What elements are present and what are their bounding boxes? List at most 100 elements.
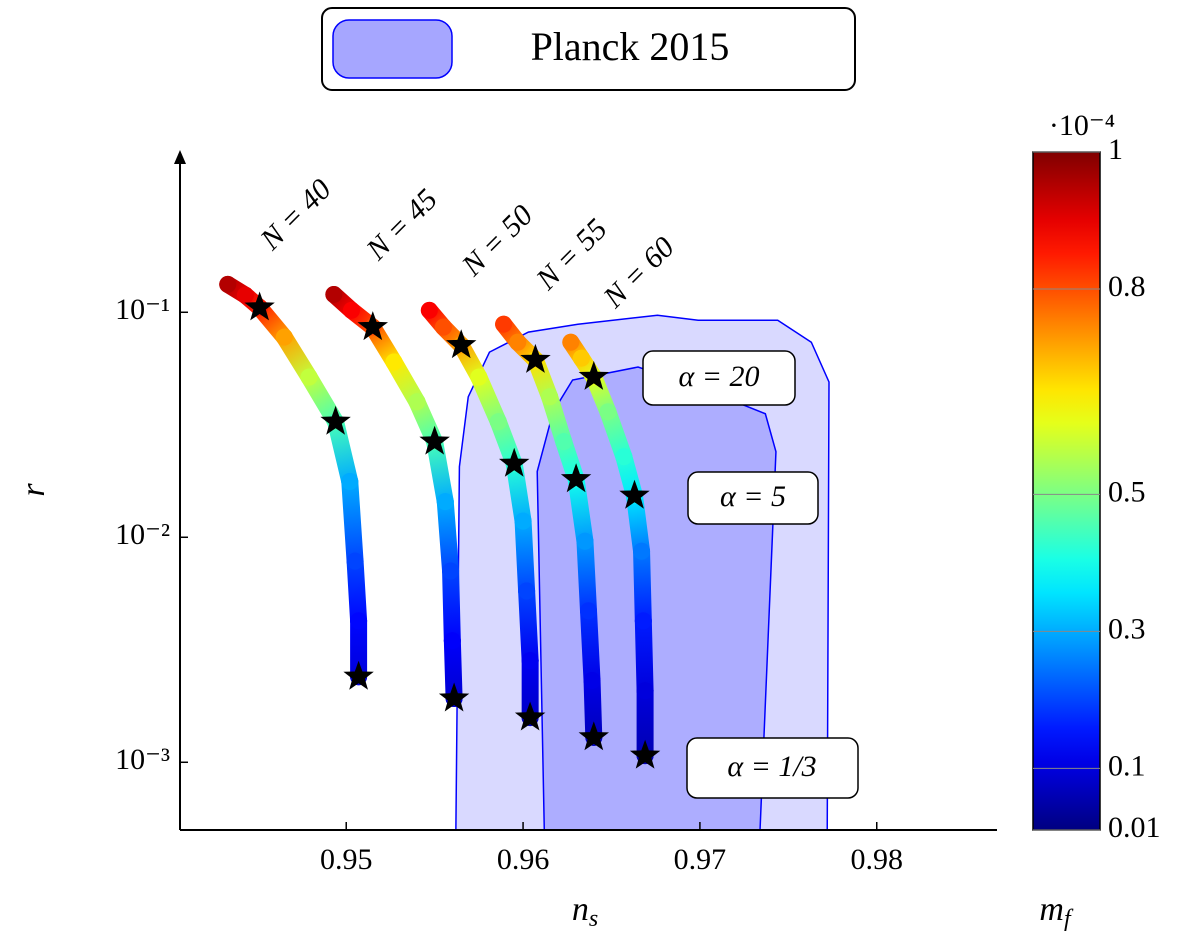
- curve-segment: [580, 602, 601, 689]
- colorbar-tick-label: 0.8: [1108, 270, 1146, 303]
- curve-segment: [341, 472, 364, 570]
- axes: [174, 150, 997, 831]
- y-tick-label: 10⁻³: [115, 743, 170, 776]
- curve-point: [434, 318, 452, 336]
- curve-point: [300, 368, 318, 386]
- star-marker: [320, 405, 351, 435]
- y-axis-arrow: [174, 150, 186, 164]
- colorbar-label-sub: f: [1064, 906, 1074, 932]
- colorbar-multiplier: ·10⁻⁴: [1049, 109, 1115, 142]
- x-tick-label: 0.96: [497, 843, 550, 876]
- curve-point: [599, 403, 617, 421]
- curve-point: [325, 285, 343, 303]
- curve-point: [350, 612, 368, 630]
- x-axis-label: ns: [572, 891, 598, 932]
- curve-point: [615, 448, 633, 466]
- curve-point: [219, 275, 237, 293]
- curve-point: [572, 349, 590, 367]
- curve-label: N = 45: [359, 183, 443, 267]
- star-marker: [619, 479, 650, 509]
- colorbar: [1032, 151, 1101, 831]
- curve-label: N = 60: [596, 231, 680, 315]
- colorbar-tick-label: 0.1: [1108, 749, 1146, 782]
- star-marker: [578, 721, 609, 751]
- curve-segment: [633, 542, 652, 630]
- curve-segment: [300, 368, 345, 431]
- curve-point: [514, 512, 532, 530]
- curve-point: [408, 393, 426, 411]
- colorbar-label-base: m: [1039, 891, 1064, 928]
- legend-box: [321, 7, 856, 91]
- colorbar-label: mf: [1039, 891, 1074, 932]
- colorbar-tick-label: 1: [1108, 133, 1123, 166]
- x-tick-label: 0.97: [674, 843, 727, 876]
- curve-segment: [518, 582, 539, 670]
- star-marker: [343, 660, 374, 690]
- annotation-box: [686, 737, 859, 799]
- curve-point: [509, 333, 527, 351]
- curve-segment: [567, 470, 594, 550]
- curve-point: [633, 542, 651, 560]
- curve-label: N = 40: [253, 173, 337, 257]
- curve-point: [236, 286, 254, 304]
- annotation-box: [687, 471, 819, 525]
- curve-point: [634, 612, 652, 630]
- curve-segment: [426, 433, 454, 511]
- curve-segment: [327, 413, 359, 490]
- curve-point: [562, 333, 580, 351]
- curve-point: [521, 652, 539, 670]
- curve-point: [495, 315, 513, 333]
- legend-swatch: [332, 19, 453, 79]
- x-tick-label: 0.95: [320, 843, 373, 876]
- y-tick-label: 10⁻¹: [115, 293, 170, 326]
- y-axis-label: r: [15, 483, 52, 497]
- star-marker: [446, 329, 477, 359]
- curve-point: [343, 301, 361, 319]
- curve-segment: [346, 552, 368, 630]
- colorbar-tick-label: 0.01: [1108, 811, 1161, 844]
- curve-point: [346, 552, 364, 570]
- x-tick-label: 0.98: [850, 843, 903, 876]
- curve-point: [470, 368, 488, 386]
- curve-segment: [514, 512, 536, 600]
- curve-point: [576, 532, 594, 550]
- curve-point: [385, 353, 403, 371]
- curve-segment: [505, 455, 532, 530]
- annotation: α = 5: [720, 480, 786, 513]
- curves: [219, 275, 661, 769]
- curve-segment: [436, 493, 460, 580]
- curve-point: [442, 562, 460, 580]
- star-marker: [560, 463, 592, 493]
- curve-segment: [634, 612, 654, 700]
- star-marker: [520, 343, 551, 373]
- curve-point: [555, 433, 573, 451]
- curve-point: [275, 328, 293, 346]
- curve-point: [636, 682, 654, 700]
- curve-segment: [576, 532, 597, 620]
- curve-point: [436, 493, 454, 511]
- curve-point: [580, 602, 597, 620]
- annotation-box: [642, 350, 796, 406]
- star-marker: [357, 311, 388, 341]
- curve-point: [541, 388, 559, 406]
- curve-point: [443, 632, 461, 650]
- curve-point: [583, 671, 601, 689]
- star-marker: [629, 739, 661, 769]
- colorbar-tick-label: 0.5: [1108, 475, 1146, 508]
- x-label-sub: s: [589, 906, 598, 932]
- curve-segment: [625, 487, 651, 560]
- curve-point: [489, 413, 507, 431]
- y-tick-label: 10⁻²: [115, 518, 170, 551]
- curve-point: [420, 301, 438, 319]
- star-marker: [438, 682, 470, 712]
- annotation: α = 20: [679, 360, 760, 393]
- curve-label: N = 50: [455, 199, 539, 283]
- colorbar-tick-label: 0.3: [1108, 612, 1146, 645]
- star-marker: [419, 425, 450, 455]
- curve-label: N = 55: [529, 213, 613, 297]
- star-marker: [499, 447, 530, 477]
- star-marker: [578, 360, 609, 390]
- star-marker: [244, 291, 275, 321]
- annotation: α = 1/3: [727, 750, 816, 783]
